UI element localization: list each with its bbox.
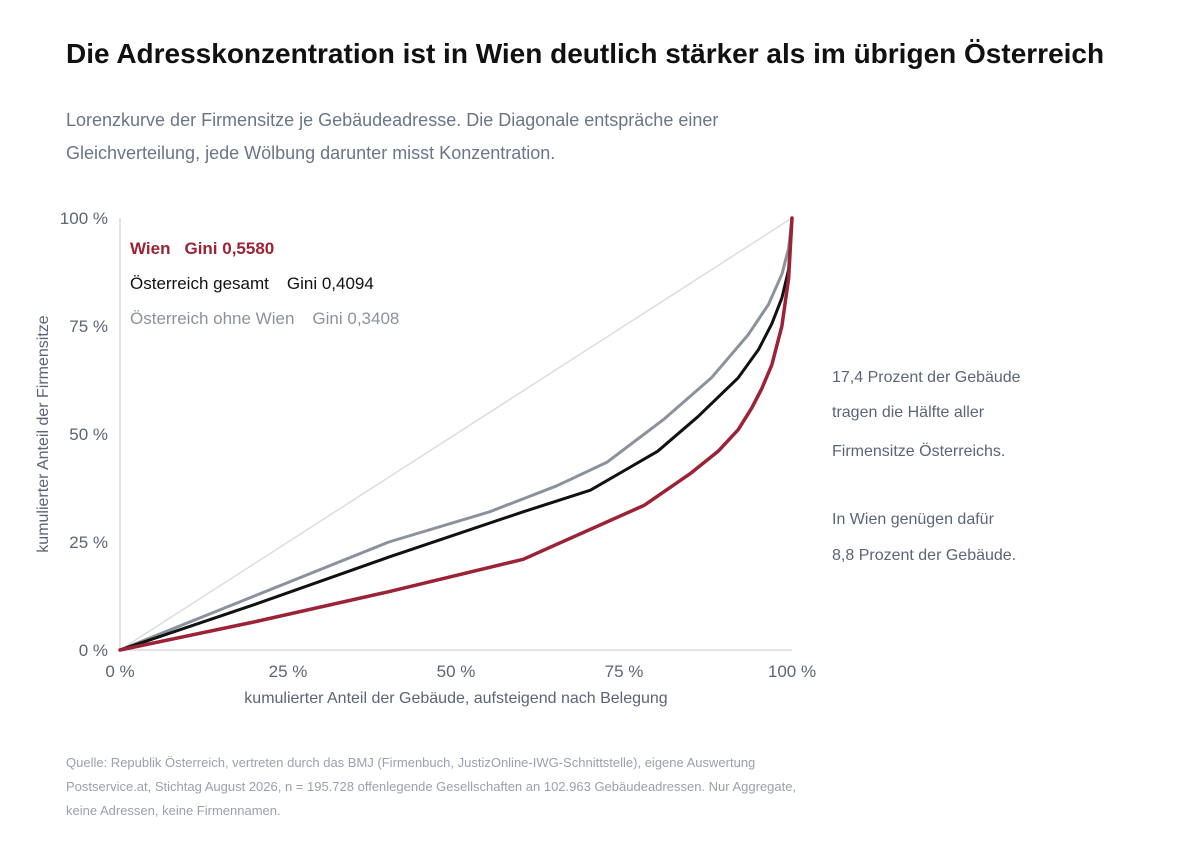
x-tick-label: 100 % xyxy=(768,662,816,681)
annotation-line-4: In Wien genügen dafür xyxy=(832,511,994,528)
source-note: Quelle: Republik Österreich, vertreten d… xyxy=(66,751,866,823)
series-line-wien xyxy=(118,216,794,652)
y-tick-label: 75 % xyxy=(69,317,108,336)
annotation-line-5: 8,8 Prozent der Gebäude. xyxy=(832,547,1017,564)
y-axis-label: kumulierter Anteil der Firmensitze xyxy=(35,315,52,553)
legend-series-name: Österreich ohne Wien xyxy=(130,309,294,328)
annotation-line-2: tragen die Hälfte aller xyxy=(832,404,985,421)
annotation-line-1: 17,4 Prozent der Gebäude xyxy=(832,369,1021,386)
legend-entry-ohne-wien: Österreich ohne Wien Gini 0,3408 xyxy=(130,309,399,328)
y-tick-label: 0 % xyxy=(79,641,108,660)
legend-series-name: Österreich gesamt xyxy=(130,274,269,293)
y-tick-label: 100 % xyxy=(60,209,108,228)
legend-gini-value: Gini 0,5580 xyxy=(184,239,274,258)
source-line-2: Postservice.at, Stichtag August 2026, n … xyxy=(66,779,797,794)
y-tick-label: 25 % xyxy=(69,533,108,552)
legend-gini-value: Gini 0,3408 xyxy=(312,309,399,328)
source-line-3: keine Adressen, keine Firmennamen. xyxy=(66,803,281,818)
chart-title: Die Adresskonzentration ist in Wien deut… xyxy=(66,38,1105,69)
equality-diagonal xyxy=(119,217,793,651)
legend-series-name: Wien xyxy=(130,239,170,258)
legend-gini-value: Gini 0,4094 xyxy=(287,274,374,293)
legend-entry-wien: Wien Gini 0,5580 xyxy=(130,239,274,258)
x-tick-label: 50 % xyxy=(437,662,476,681)
legend-entry-oesterreich: Österreich gesamt Gini 0,4094 xyxy=(130,274,374,293)
series-line-oesterreich xyxy=(118,216,794,652)
x-tick-label: 25 % xyxy=(269,662,308,681)
y-tick-label: 50 % xyxy=(69,425,108,444)
x-tick-label: 0 % xyxy=(105,662,134,681)
annotation-line-3: Firmensitze Österreichs. xyxy=(832,443,1006,460)
chart-subtitle: Lorenzkurve der Firmensitze je Gebäudead… xyxy=(66,110,719,163)
x-tick-label: 75 % xyxy=(605,662,644,681)
series-line-ohne-wien xyxy=(118,216,794,652)
x-axis-label: kumulierter Anteil der Gebäude, aufsteig… xyxy=(244,690,667,707)
source-line-1: Quelle: Republik Österreich, vertreten d… xyxy=(66,755,756,770)
